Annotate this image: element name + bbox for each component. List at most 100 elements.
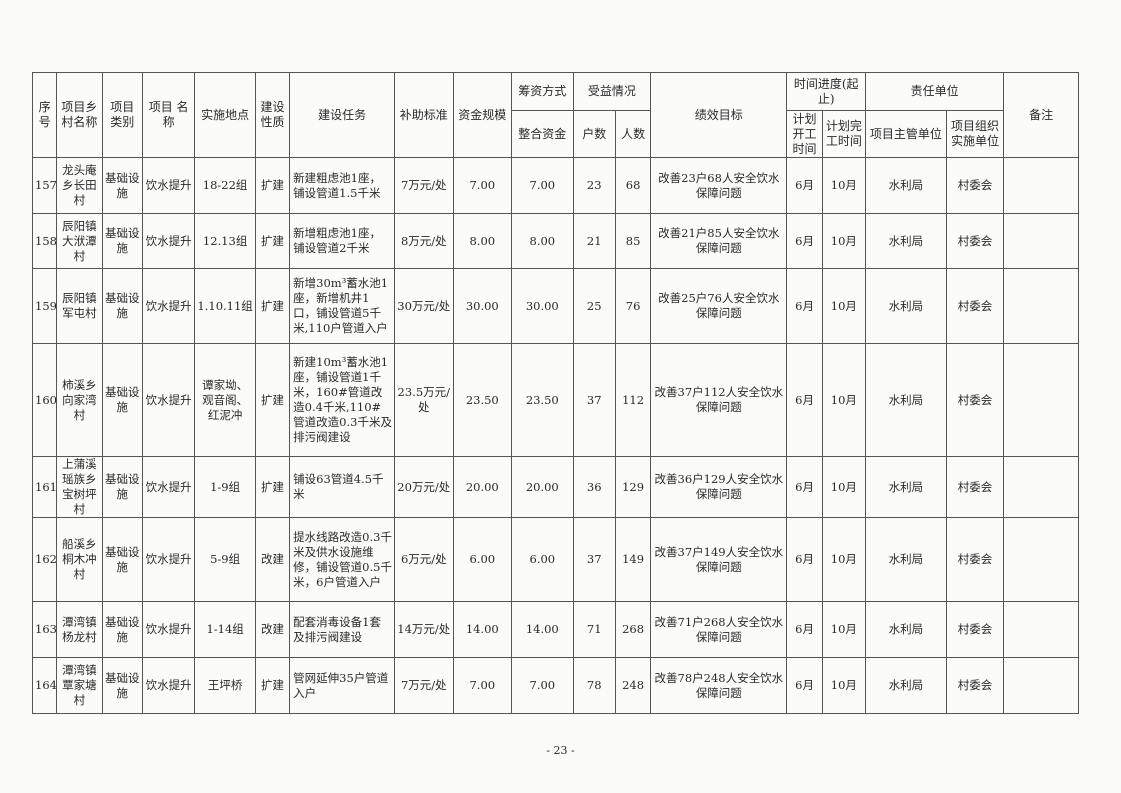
- cell-households: 36: [572, 456, 616, 518]
- cell-task: 新建粗虑池1座，铺设管道1.5千米: [289, 157, 396, 214]
- cell-goal: 改善71户268人安全饮水保障问题: [650, 601, 788, 658]
- cell-name: 饮水提升: [141, 517, 196, 602]
- cell-remarks: [1003, 268, 1079, 344]
- header-task: 建设任务: [289, 72, 396, 158]
- cell-end: 10月: [821, 657, 867, 714]
- cell-subsidy: 7万元/处: [394, 657, 454, 714]
- cell-location: 王坪桥: [194, 657, 256, 714]
- cell-goal: 改善23户68人安全饮水保障问题: [650, 157, 788, 214]
- cell-scale: 14.00: [452, 601, 513, 658]
- cell-start: 6月: [786, 456, 823, 518]
- cell-scale: 30.00: [452, 268, 513, 344]
- header-schedule: 时间进度(起止): [786, 72, 867, 111]
- cell-category: 基础设施: [101, 343, 143, 457]
- cell-implementer: 村委会: [945, 157, 1005, 214]
- cell-implementer: 村委会: [945, 268, 1005, 344]
- cell-end: 10月: [821, 517, 867, 602]
- header-start: 计划开工时间: [786, 110, 823, 158]
- cell-seq: 158: [31, 213, 58, 269]
- cell-scale: 7.00: [452, 157, 513, 214]
- cell-location: 18-22组: [194, 157, 256, 214]
- cell-location: 1-14组: [194, 601, 256, 658]
- cell-people: 149: [614, 517, 652, 602]
- cell-scale: 8.00: [452, 213, 513, 269]
- header-name: 项目 名称: [141, 72, 196, 158]
- cell-category: 基础设施: [101, 456, 143, 518]
- cell-category: 基础设施: [101, 601, 143, 658]
- cell-name: 饮水提升: [141, 213, 196, 269]
- cell-end: 10月: [821, 456, 867, 518]
- cell-integrated: 8.00: [511, 213, 574, 269]
- cell-category: 基础设施: [101, 157, 143, 214]
- cell-scale: 23.50: [452, 343, 513, 457]
- cell-end: 10月: [821, 343, 867, 457]
- cell-integrated: 7.00: [511, 157, 574, 214]
- cell-task: 管网延伸35户管道入户: [289, 657, 396, 714]
- cell-subsidy: 20万元/处: [394, 456, 454, 518]
- header-implementer: 项目组织实施单位: [945, 110, 1005, 158]
- cell-implementer: 村委会: [945, 601, 1005, 658]
- cell-task: 新增30m³蓄水池1座，新增机井1口，铺设管道5千米,110户管道入户: [289, 268, 396, 344]
- cell-village: 辰阳镇军屯村: [56, 268, 103, 344]
- cell-people: 76: [614, 268, 652, 344]
- cell-people: 112: [614, 343, 652, 457]
- cell-scale: 20.00: [452, 456, 513, 518]
- cell-people: 85: [614, 213, 652, 269]
- cell-subsidy: 8万元/处: [394, 213, 454, 269]
- cell-implementer: 村委会: [945, 213, 1005, 269]
- cell-name: 饮水提升: [141, 157, 196, 214]
- cell-location: 5-9组: [194, 517, 256, 602]
- cell-start: 6月: [786, 657, 823, 714]
- cell-people: 248: [614, 657, 652, 714]
- cell-end: 10月: [821, 601, 867, 658]
- header-scale: 资金规模: [452, 72, 513, 158]
- cell-implementer: 村委会: [945, 657, 1005, 714]
- cell-goal: 改善78户248人安全饮水保障问题: [650, 657, 788, 714]
- cell-nature: 扩建: [254, 343, 291, 457]
- cell-remarks: [1003, 157, 1079, 214]
- cell-village: 船溪乡桐木冲村: [56, 517, 103, 602]
- cell-village: 龙头庵乡长田村: [56, 157, 103, 214]
- cell-manager: 水利局: [865, 268, 947, 344]
- cell-manager: 水利局: [865, 456, 947, 518]
- cell-goal: 改善21户85人安全饮水保障问题: [650, 213, 788, 269]
- cell-start: 6月: [786, 268, 823, 344]
- cell-households: 21: [572, 213, 616, 269]
- cell-goal: 改善37户149人安全饮水保障问题: [650, 517, 788, 602]
- header-funding: 筹资方式: [511, 72, 574, 111]
- cell-location: 1-9组: [194, 456, 256, 518]
- cell-subsidy: 7万元/处: [394, 157, 454, 214]
- header-goal: 绩效目标: [650, 72, 788, 158]
- cell-location: 12.13组: [194, 213, 256, 269]
- cell-category: 基础设施: [101, 213, 143, 269]
- cell-category: 基础设施: [101, 657, 143, 714]
- cell-households: 37: [572, 517, 616, 602]
- cell-seq: 163: [31, 601, 58, 658]
- cell-start: 6月: [786, 157, 823, 214]
- cell-category: 基础设施: [101, 268, 143, 344]
- cell-nature: 扩建: [254, 268, 291, 344]
- cell-people: 268: [614, 601, 652, 658]
- cell-remarks: [1003, 517, 1079, 602]
- header-location: 实施地点: [194, 72, 256, 158]
- cell-seq: 161: [31, 456, 58, 518]
- header-remarks: 备注: [1003, 72, 1079, 158]
- cell-scale: 6.00: [452, 517, 513, 602]
- header-benefit: 受益情况: [572, 72, 652, 111]
- cell-goal: 改善25户76人安全饮水保障问题: [650, 268, 788, 344]
- cell-village: 柿溪乡向家湾村: [56, 343, 103, 457]
- cell-start: 6月: [786, 213, 823, 269]
- project-table: 序号 项目乡村名称 项目类别 项目 名称 实施地点 建设性质 建设任务 补助标准…: [31, 72, 1079, 714]
- cell-name: 饮水提升: [141, 268, 196, 344]
- cell-name: 饮水提升: [141, 601, 196, 658]
- header-responsible: 责任单位: [865, 72, 1005, 111]
- cell-nature: 扩建: [254, 657, 291, 714]
- cell-integrated: 20.00: [511, 456, 574, 518]
- cell-subsidy: 14万元/处: [394, 601, 454, 658]
- cell-implementer: 村委会: [945, 456, 1005, 518]
- cell-goal: 改善37户112人安全饮水保障问题: [650, 343, 788, 457]
- header-village: 项目乡村名称: [56, 72, 103, 158]
- cell-integrated: 23.50: [511, 343, 574, 457]
- cell-task: 新建10m³蓄水池1座，铺设管道1千米，160#管道改造0.4千米,110#管道…: [289, 343, 396, 457]
- cell-nature: 扩建: [254, 157, 291, 214]
